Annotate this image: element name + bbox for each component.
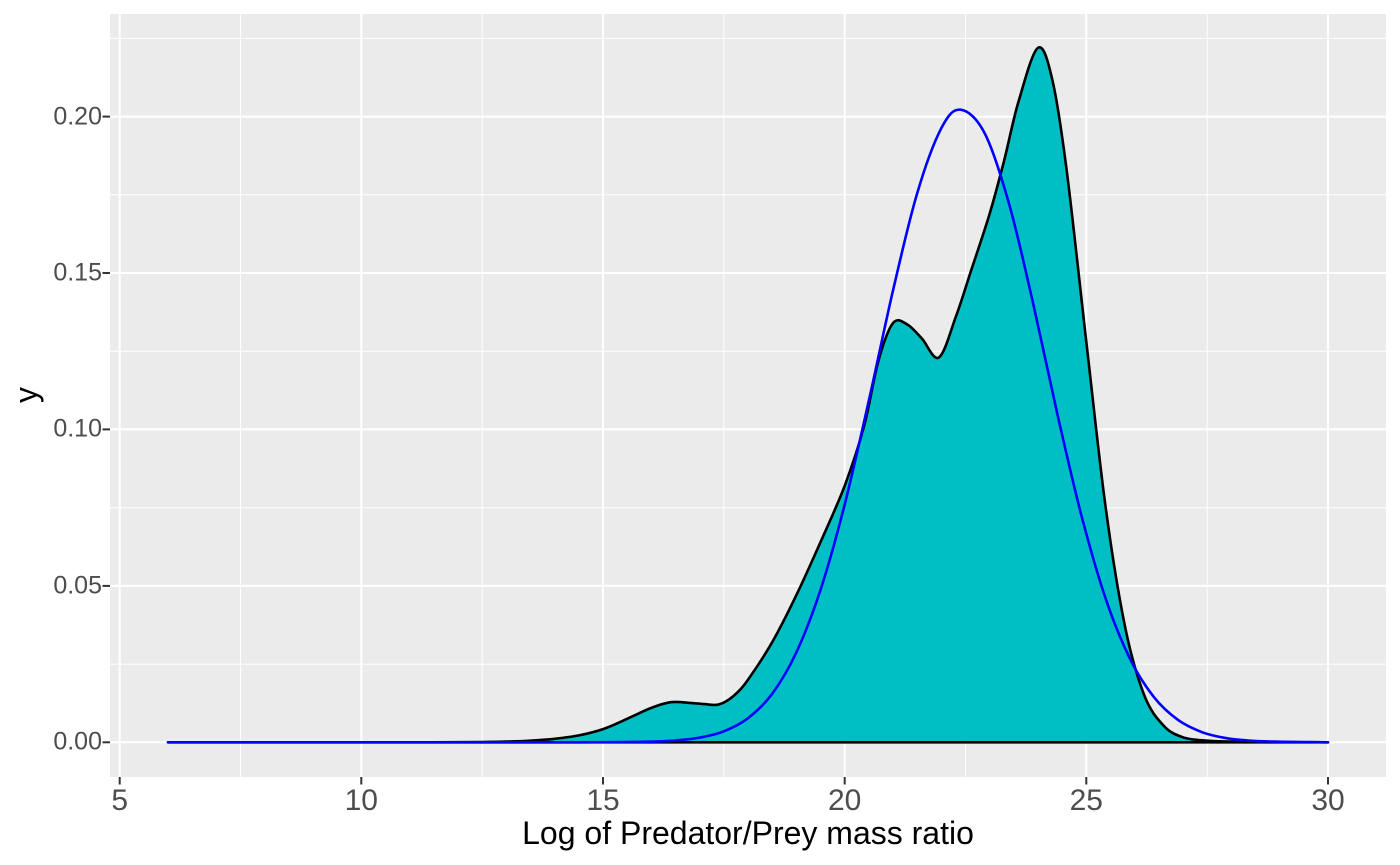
- density-area: [166, 46, 1330, 744]
- x-tick-label: 25: [1069, 784, 1103, 817]
- x-tick-label: 5: [111, 784, 129, 817]
- y-tick-label: 0.15: [53, 258, 102, 287]
- y-tick-label: 0.20: [53, 102, 102, 131]
- x-axis-title: Log of Predator/Prey mass ratio: [522, 815, 974, 851]
- x-tick-label: 20: [828, 784, 862, 817]
- y-tick-label: 0.10: [53, 414, 102, 443]
- normal-curve-line: [166, 108, 1330, 744]
- x-tick-label: 15: [586, 784, 620, 817]
- y-tick-label: 0.00: [53, 727, 102, 756]
- x-tick-label: 10: [344, 784, 378, 817]
- y-tick-label: 0.05: [53, 571, 102, 600]
- x-tick-label: 30: [1311, 784, 1345, 817]
- plot-panel: [110, 14, 1386, 777]
- y-axis-title: y: [8, 387, 44, 403]
